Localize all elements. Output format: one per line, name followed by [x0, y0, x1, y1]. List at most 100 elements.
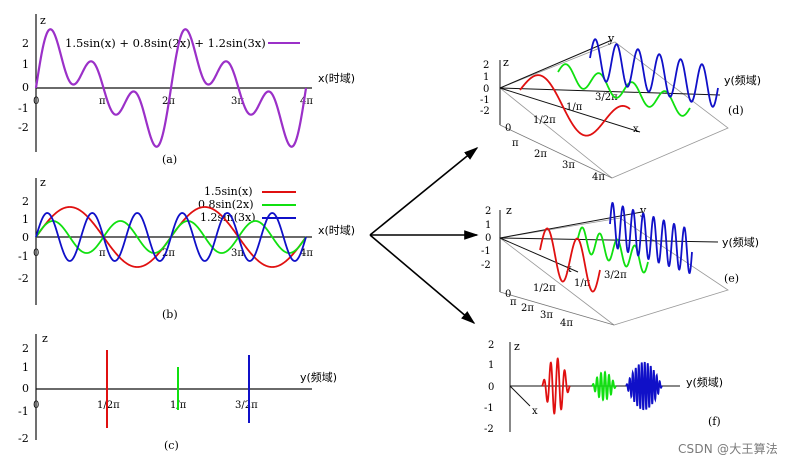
y-axis-label: y — [639, 204, 647, 217]
legend-label: 1.5sin(x) — [204, 185, 253, 198]
x-tick: 3π — [540, 310, 553, 321]
ytick: -2 — [18, 272, 29, 285]
x-axis-label: x — [633, 124, 639, 135]
panel-label: (d) — [728, 104, 744, 117]
x-axis-label: x — [566, 264, 572, 275]
x-tick: 2π — [534, 149, 547, 160]
ytick: 0 — [22, 81, 29, 94]
ytick: 1 — [22, 361, 29, 374]
ztick: -1 — [484, 403, 494, 414]
xtick: 2π — [162, 248, 175, 259]
x-tick: π — [512, 138, 519, 149]
legend-label: 0.8sin(2x) — [198, 198, 254, 211]
ztick: -2 — [484, 424, 494, 435]
ytick: 0 — [22, 382, 29, 395]
ytick: 1 — [22, 213, 29, 226]
zlabel: z — [40, 14, 46, 27]
xtick: 3π — [231, 96, 244, 107]
ztick: 1 — [483, 72, 489, 83]
ztick: 0 — [483, 84, 489, 95]
panel-a-yticks: 2 1 0 -1 -2 — [18, 37, 29, 134]
xtick: 4π — [300, 96, 313, 107]
ztick: -2 — [481, 260, 491, 271]
ztick: -1 — [481, 246, 491, 257]
x-tick: 3π — [562, 160, 575, 171]
ytick: -2 — [18, 432, 29, 445]
zlabel: z — [506, 204, 512, 217]
xtick: 0 — [33, 400, 39, 411]
ztick: 2 — [488, 340, 494, 351]
ytick: 2 — [22, 342, 29, 355]
transform-arrows — [369, 146, 479, 325]
legend-label: 1.5sin(x) + 0.8sin(2x) + 1.2sin(3x) — [65, 36, 266, 50]
xlabel: x(时域) — [318, 72, 355, 85]
x-axis-label: x — [532, 406, 538, 417]
xtick: 3/2π — [235, 400, 258, 411]
x-tick: 2π — [521, 303, 534, 314]
panel-a: 2 1 0 -1 -2 z x(时域) 0 π 2π 3π 4π 1.5sin(… — [18, 14, 355, 166]
freq-tick: 1/π — [566, 102, 583, 113]
ytick: 1 — [22, 58, 29, 71]
ztick: 1 — [485, 220, 491, 231]
x-tick: 4π — [560, 318, 573, 329]
ztick: 1 — [488, 360, 494, 371]
y-axis-label: y — [607, 32, 615, 45]
ztick: 0 — [488, 382, 494, 393]
freq-tick: 1/π — [574, 278, 591, 289]
xtick: 0 — [33, 248, 39, 259]
xtick: π — [99, 248, 106, 259]
panel-label: (a) — [162, 153, 177, 166]
zlabel: z — [42, 332, 48, 345]
xlabel: x(时域) — [318, 224, 355, 237]
panel-label: (b) — [162, 308, 178, 321]
panel-c: 2 1 0 -1 -2 z y(频域) 0 1/2π 1/π 3/2π (c) — [18, 332, 337, 452]
ztick: -1 — [480, 95, 490, 106]
red-wave-3d — [519, 74, 631, 137]
xtick: 4π — [300, 248, 313, 259]
blue-curve — [35, 212, 307, 262]
xtick: 1/2π — [97, 400, 120, 411]
freq-tick: 3/2π — [595, 92, 618, 103]
ytick: 2 — [22, 37, 29, 50]
green-wave-packet — [591, 370, 617, 402]
y-freq-label: y(频域) — [722, 235, 759, 249]
ytick: -1 — [18, 250, 29, 263]
panel-label: (e) — [724, 272, 739, 285]
legend-label: 1.2sin(3x) — [200, 211, 256, 224]
zlabel: z — [514, 340, 520, 353]
blue-wave-3d — [589, 38, 719, 108]
ztick: 2 — [485, 206, 491, 217]
ytick: 0 — [22, 231, 29, 244]
ztick: 0 — [485, 233, 491, 244]
watermark: CSDN @大王算法 — [677, 442, 778, 456]
panel-e: 2 1 0 -1 -2 z y y(频域) x 1/2π 1/π 3/2π 0 … — [481, 201, 759, 329]
sum-curve — [34, 28, 308, 148]
zlabel: z — [503, 56, 509, 69]
x-tick: 0 — [505, 123, 511, 134]
panel-d: 2 1 0 -1 -2 z y y(频域) x 1/2π 1/π 3/2π 0 … — [480, 32, 761, 183]
red-wave-3d — [539, 227, 601, 293]
freq-tick: 3/2π — [604, 270, 627, 281]
ztick: -2 — [480, 106, 490, 117]
x-tick: π — [510, 297, 517, 308]
zlabel: z — [40, 176, 46, 189]
y-freq-label: y(频域) — [686, 375, 723, 389]
panel-label: (f) — [708, 415, 721, 428]
xtick: 0 — [33, 96, 39, 107]
blue-wave-3d — [609, 201, 693, 275]
panel-label: (c) — [164, 439, 179, 452]
ztick: 2 — [483, 60, 489, 71]
y-freq-label: y(频域) — [724, 73, 761, 87]
xtick: π — [99, 96, 106, 107]
freq-tick: 1/2π — [533, 283, 556, 294]
blue-wave-packet — [625, 361, 663, 411]
ylabel: y(频域) — [300, 370, 337, 384]
x-tick: 4π — [592, 172, 605, 183]
x-tick: 0 — [505, 289, 511, 300]
red-wave-packet — [541, 357, 571, 415]
ytick: -1 — [18, 405, 29, 418]
panel-b: 2 1 0 -1 -2 z x(时域) 0 π 2π 3π 4π 1.5sin(… — [18, 176, 355, 321]
ytick: -2 — [18, 121, 29, 134]
xtick: 3π — [231, 248, 244, 259]
